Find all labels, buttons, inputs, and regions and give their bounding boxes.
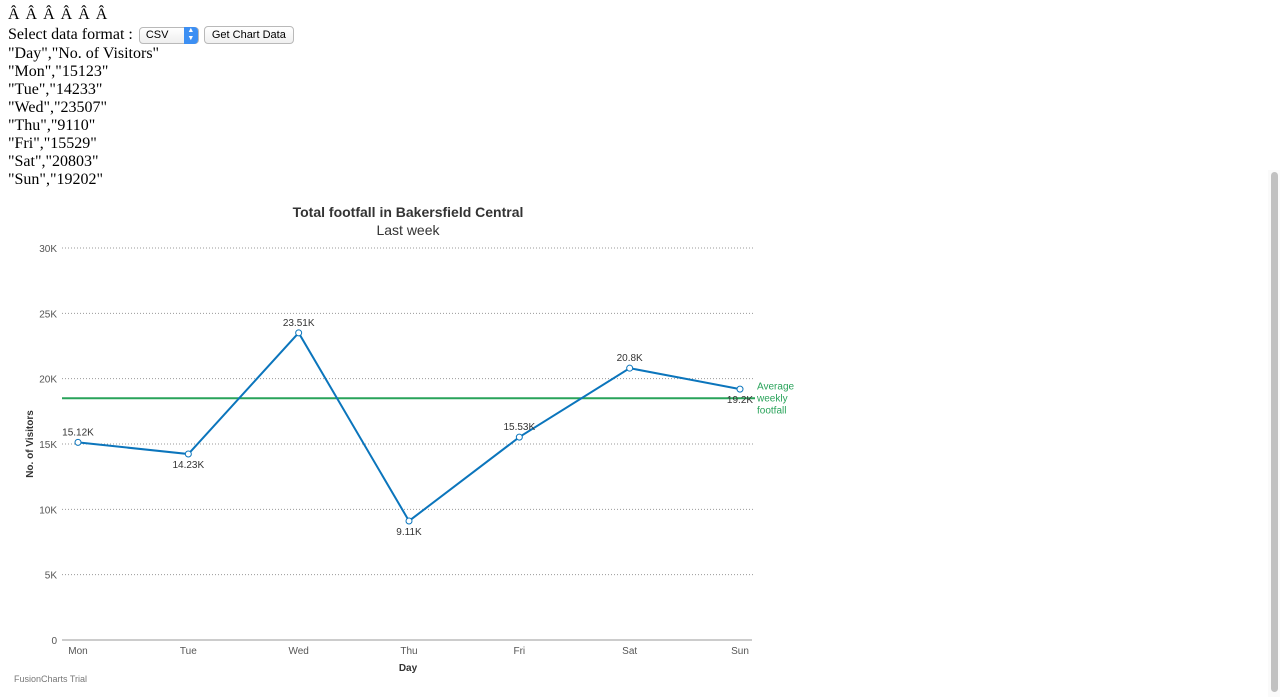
data-point: [184, 450, 192, 458]
csv-line: "Mon","15123": [8, 63, 109, 80]
data-point: [515, 433, 523, 441]
y-tick-label: 5K: [45, 571, 58, 582]
csv-line: "Tue","14233": [8, 81, 103, 98]
format-select[interactable]: CSV ▲ ▼: [138, 26, 199, 44]
data-point: [626, 364, 634, 372]
x-tick-label: Wed: [288, 646, 308, 657]
data-label: 15.53K: [503, 422, 535, 433]
format-label: Select data format :: [8, 26, 133, 43]
x-tick-label: Thu: [400, 646, 417, 657]
select-arrows-icon: ▲ ▼: [183, 26, 198, 44]
data-point: [295, 329, 303, 337]
csv-line: "Fri","15529": [8, 135, 97, 152]
data-point: [736, 385, 744, 393]
x-tick-label: Sun: [731, 646, 749, 657]
scrollbar-thumb[interactable]: [1271, 172, 1278, 692]
chart-subtitle: Last week: [376, 222, 440, 238]
trendline-label: weekly: [756, 393, 788, 404]
x-tick-label: Mon: [68, 646, 87, 657]
csv-line: "Sun","19202": [8, 171, 104, 188]
y-tick-label: 25K: [39, 309, 57, 320]
y-tick-label: 15K: [39, 440, 57, 451]
watermark-text: FusionCharts Trial: [14, 674, 87, 684]
y-axis-label: No. of Visitors: [25, 410, 36, 478]
csv-line: "Thu","9110": [8, 117, 96, 134]
y-tick-label: 30K: [39, 244, 57, 255]
footfall-line-chart: Total footfall in Bakersfield Central Las…: [14, 204, 795, 684]
encoding-artifact-text: Â Â Â Â Â Â: [8, 6, 109, 23]
data-point: [74, 438, 82, 446]
data-label: 9.11K: [396, 527, 422, 538]
y-tick-label: 0: [51, 636, 57, 647]
chart-title: Total footfall in Bakersfield Central: [293, 204, 524, 220]
csv-line: "Day","No. of Visitors": [8, 45, 160, 62]
data-label: 20.8K: [617, 353, 643, 364]
y-tick-label: 20K: [39, 375, 57, 386]
csv-line: "Sat","20803": [8, 153, 99, 170]
data-label: 14.23K: [172, 460, 204, 471]
data-point: [405, 517, 413, 525]
csv-output: "Day","No. of Visitors" "Mon","15123" "Tue…: [8, 45, 294, 189]
x-axis-label: Day: [399, 663, 418, 674]
y-tick-label: 10K: [39, 505, 57, 516]
page-header: Â Â Â Â Â Â Select data format : CSV ▲ ▼ …: [8, 6, 294, 189]
x-tick-label: Fri: [513, 646, 525, 657]
data-label: 15.12K: [62, 427, 94, 438]
x-tick-label: Tue: [180, 646, 197, 657]
trendline-label: footfall: [757, 405, 786, 416]
trendline-label: Average: [757, 381, 795, 392]
csv-line: "Wed","23507": [8, 99, 108, 116]
format-controls: Select data format : CSV ▲ ▼ Get Chart Da…: [8, 25, 294, 45]
data-label: 23.51K: [283, 318, 315, 329]
data-label: 19.2K: [727, 395, 753, 406]
get-chart-data-button[interactable]: Get Chart Data: [203, 26, 294, 44]
format-select-value: CSV: [145, 28, 169, 41]
x-tick-label: Sat: [622, 646, 637, 657]
